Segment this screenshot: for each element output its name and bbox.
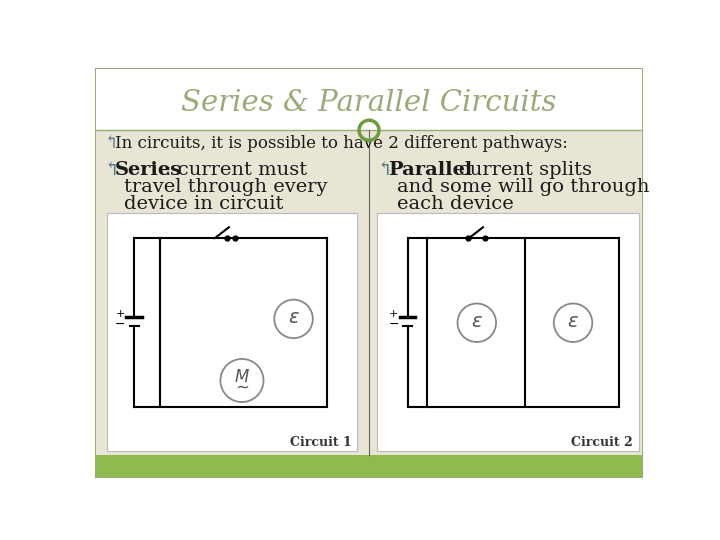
Text: ↰: ↰ bbox=[377, 161, 393, 179]
Text: M: M bbox=[235, 368, 249, 386]
Text: +: + bbox=[116, 308, 125, 319]
Text: $\varepsilon$: $\varepsilon$ bbox=[287, 308, 300, 327]
Text: : current must: : current must bbox=[165, 161, 307, 179]
Text: Circuit 1: Circuit 1 bbox=[289, 436, 351, 449]
Text: In circuits, it is possible to have 2 different pathways:: In circuits, it is possible to have 2 di… bbox=[115, 135, 568, 152]
Circle shape bbox=[457, 303, 496, 342]
Bar bbox=[377, 213, 639, 451]
Bar bbox=[96, 455, 642, 477]
Text: and some will go through: and some will go through bbox=[397, 178, 650, 196]
Text: ↰: ↰ bbox=[104, 161, 120, 179]
Text: ↰: ↰ bbox=[104, 134, 119, 152]
Text: ~: ~ bbox=[235, 379, 249, 396]
Bar bbox=[96, 69, 642, 130]
Text: Parallel: Parallel bbox=[388, 161, 472, 179]
Bar bbox=[96, 130, 642, 455]
Text: $\varepsilon$: $\varepsilon$ bbox=[567, 312, 579, 330]
Text: Series & Parallel Circuits: Series & Parallel Circuits bbox=[181, 89, 557, 117]
Circle shape bbox=[274, 300, 312, 338]
Bar bbox=[107, 213, 357, 451]
Circle shape bbox=[220, 359, 264, 402]
Text: +: + bbox=[389, 308, 398, 319]
Text: device in circuit: device in circuit bbox=[124, 195, 284, 213]
Circle shape bbox=[554, 303, 593, 342]
Text: Series: Series bbox=[115, 161, 182, 179]
Text: Circuit 2: Circuit 2 bbox=[570, 436, 632, 449]
Text: −: − bbox=[388, 318, 399, 331]
Text: $\varepsilon$: $\varepsilon$ bbox=[471, 312, 482, 330]
Text: −: − bbox=[115, 318, 125, 331]
Text: each device: each device bbox=[397, 195, 514, 213]
Text: : current splits: : current splits bbox=[446, 161, 592, 179]
Text: travel through every: travel through every bbox=[124, 178, 328, 196]
